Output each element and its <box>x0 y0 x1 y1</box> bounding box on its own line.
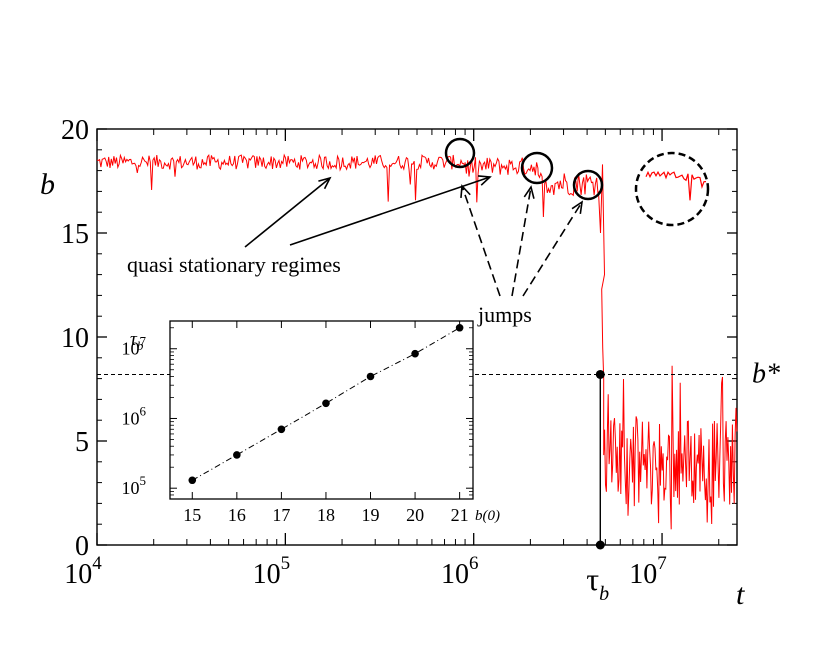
jump-arrow-1-head <box>460 184 471 199</box>
tau-threshold-point <box>595 369 605 379</box>
jumps-label: jumps <box>477 302 532 327</box>
inset-y-tick-label: 107 <box>122 334 147 359</box>
main-annotations: b* τb quasi stationary regimes jumps <box>97 137 780 605</box>
inset-x-tick-label: 20 <box>406 505 424 525</box>
x-tick-label: 105 <box>253 553 291 590</box>
x-tick-label: 104 <box>64 553 102 590</box>
y-tick-label: 10 <box>61 323 89 354</box>
jump-circle <box>444 137 476 169</box>
inset-y-label-main: τ <box>130 329 138 350</box>
inset-data-point <box>233 451 241 459</box>
inset-data-point <box>188 476 197 485</box>
inset-data-point <box>277 425 286 434</box>
quasi-arrow-2 <box>289 176 491 246</box>
inset-x-tick-label: 16 <box>228 505 246 525</box>
jump-arrow-3-head <box>571 200 584 214</box>
tau-label: τb <box>586 561 609 605</box>
quasi-arrow-1 <box>244 177 331 248</box>
main-data <box>96 153 738 530</box>
zoom-trace <box>645 170 707 201</box>
inset-y-tick-label: 106 <box>122 403 147 428</box>
inset-y-tick-label: 105 <box>122 473 147 498</box>
quasi-arrow-2-head <box>477 175 492 186</box>
inset-x-tick-label: 15 <box>183 505 201 525</box>
inset-x-label: b(0) <box>475 508 500 524</box>
zoom-circle <box>634 151 710 227</box>
y-tick-label: 20 <box>61 115 89 146</box>
x-tick-label: 107 <box>629 553 667 590</box>
inset-data-point <box>455 323 464 332</box>
jump-arrow-2 <box>511 186 532 297</box>
y-tick-label: 5 <box>75 427 89 458</box>
inset-x-tick-label: 17 <box>272 505 290 525</box>
main-ticks: 0 5 10 15 20 104 105 106 107 <box>61 115 737 590</box>
inset-data-point <box>366 372 375 381</box>
inset-x-tick-label: 19 <box>362 505 380 525</box>
jump-arrow-2-head <box>523 185 535 199</box>
inset-y-label: τb <box>130 329 144 353</box>
inset-data-point <box>411 349 419 358</box>
jump-circle <box>520 151 554 185</box>
x-axis-label: t <box>736 578 745 611</box>
threshold-label: b* <box>752 358 780 389</box>
series-b-trace <box>96 153 738 530</box>
y-axis-label: b <box>40 168 55 201</box>
inset-x-tick-label: 18 <box>317 505 335 525</box>
jump-arrow-1 <box>461 185 501 297</box>
x-tick-label: 106 <box>441 553 479 590</box>
inset-frame <box>169 320 474 500</box>
inset-data <box>188 323 464 485</box>
jump-circle <box>572 169 604 201</box>
quasi-label: quasi stationary regimes <box>127 252 341 277</box>
inset-data-point <box>322 399 330 408</box>
inset-ticks: 15 16 17 18 19 20 21 105 106 107 <box>122 321 473 525</box>
quasi-arrow-1-head <box>318 176 332 190</box>
tau-axis-point <box>595 540 605 550</box>
inset-x-tick-label: 21 <box>451 505 469 525</box>
y-tick-label: 0 <box>75 531 89 562</box>
y-tick-label: 15 <box>61 219 89 250</box>
jump-arrow-3 <box>522 201 583 297</box>
inset-y-label-sub: b <box>137 338 144 353</box>
